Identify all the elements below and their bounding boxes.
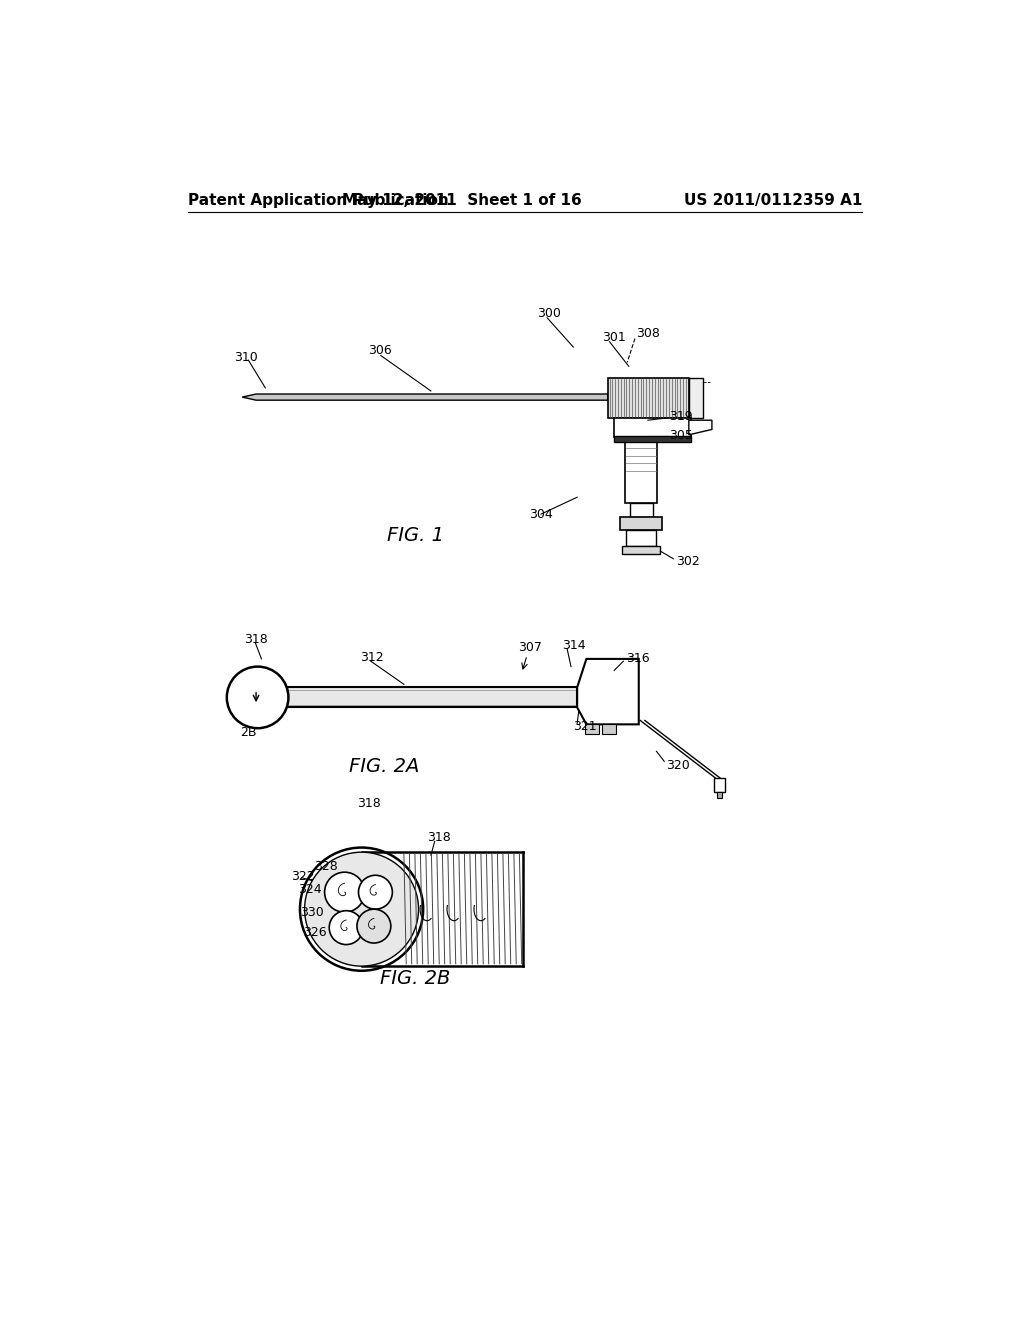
Text: 324: 324 (298, 883, 322, 896)
Text: 328: 328 (313, 861, 338, 874)
Text: FIG. 2A: FIG. 2A (349, 758, 420, 776)
Text: 314: 314 (562, 639, 586, 652)
Text: US 2011/0112359 A1: US 2011/0112359 A1 (684, 193, 862, 209)
Polygon shape (689, 420, 712, 434)
Text: 318: 318 (427, 832, 451, 843)
Circle shape (357, 909, 391, 942)
Text: 304: 304 (529, 508, 553, 520)
Bar (714, 779, 725, 792)
Text: 321: 321 (573, 721, 597, 733)
Bar (689, 378, 702, 418)
Text: Patent Application Publication: Patent Application Publication (188, 193, 450, 209)
Bar (614, 418, 691, 437)
Bar (585, 725, 599, 734)
Circle shape (330, 911, 364, 945)
Bar (281, 688, 578, 708)
Circle shape (300, 847, 423, 970)
Text: 310: 310 (233, 351, 257, 363)
Text: 302: 302 (676, 554, 699, 568)
Text: May 12, 2011  Sheet 1 of 16: May 12, 2011 Sheet 1 of 16 (342, 193, 582, 209)
Bar (608, 378, 689, 418)
Text: 316: 316 (626, 652, 649, 665)
Bar (614, 436, 691, 442)
Text: 318: 318 (357, 797, 381, 810)
Text: 301: 301 (602, 331, 627, 345)
Text: FIG. 2B: FIG. 2B (380, 969, 451, 987)
Bar (625, 442, 657, 503)
Bar (622, 546, 660, 554)
Bar (627, 529, 655, 546)
Polygon shape (578, 659, 639, 725)
Text: 330: 330 (300, 907, 324, 920)
Bar (621, 517, 662, 529)
Circle shape (358, 875, 392, 909)
Text: 322: 322 (291, 870, 314, 883)
Bar (602, 725, 615, 734)
Text: 319: 319 (670, 409, 693, 422)
Text: 300: 300 (538, 308, 561, 321)
Polygon shape (243, 395, 608, 400)
Text: 312: 312 (360, 651, 384, 664)
Circle shape (325, 873, 365, 912)
Text: FIG. 1: FIG. 1 (387, 527, 444, 545)
Text: 320: 320 (667, 759, 690, 772)
Text: 2B: 2B (240, 726, 256, 739)
Text: 307: 307 (518, 640, 542, 653)
Circle shape (226, 667, 289, 729)
Text: 308: 308 (637, 327, 660, 341)
Circle shape (304, 853, 419, 966)
Bar (717, 792, 722, 799)
Text: 306: 306 (368, 345, 391, 358)
Text: 318: 318 (245, 634, 268, 647)
Bar (630, 503, 652, 517)
Text: 326: 326 (303, 925, 327, 939)
Text: 305: 305 (670, 429, 693, 442)
